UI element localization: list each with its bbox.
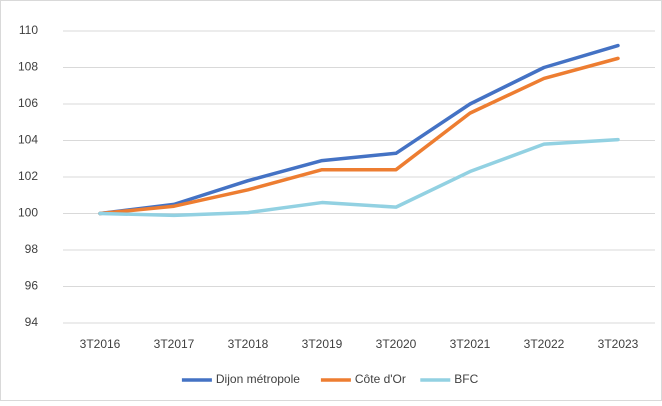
y-tick-label: 98: [25, 242, 39, 256]
legend-label: Côte d'Or: [355, 372, 406, 386]
x-tick-label: 3T2021: [450, 337, 491, 351]
x-tick-label: 3T2022: [524, 337, 565, 351]
x-tick-label: 3T2019: [302, 337, 343, 351]
x-tick-label: 3T2018: [228, 337, 269, 351]
y-tick-label: 94: [25, 315, 39, 329]
legend-label: Dijon métropole: [216, 372, 300, 386]
legend-label: BFC: [454, 372, 478, 386]
y-tick-label: 108: [18, 60, 38, 74]
x-tick-label: 3T2017: [154, 337, 195, 351]
y-tick-label: 104: [18, 133, 38, 147]
series-line: [98, 43, 620, 216]
y-tick-label: 96: [25, 279, 39, 293]
x-tick-label: 3T2016: [80, 337, 121, 351]
y-tick-label: 100: [18, 206, 38, 220]
y-tick-label: 110: [19, 23, 38, 37]
y-tick-label: 102: [18, 169, 38, 183]
x-tick-label: 3T2023: [598, 337, 639, 351]
x-tick-label: 3T2020: [376, 337, 417, 351]
y-tick-label: 106: [18, 96, 38, 110]
series-line: [98, 137, 620, 218]
series-line: [98, 56, 620, 216]
